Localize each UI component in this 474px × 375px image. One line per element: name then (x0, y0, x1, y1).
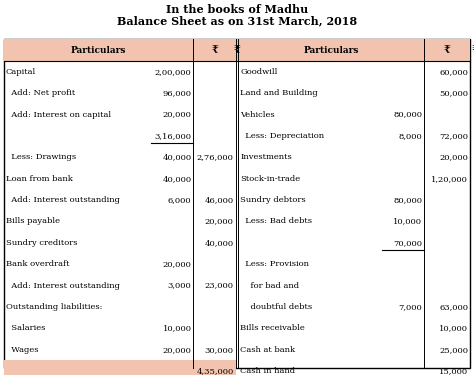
Text: Outstanding liabilities:: Outstanding liabilities: (6, 303, 102, 311)
Text: Add: Net profit: Add: Net profit (6, 89, 75, 97)
Text: 20,000: 20,000 (205, 217, 234, 225)
Text: Add: Interest outstanding: Add: Interest outstanding (6, 282, 120, 290)
Text: ₹: ₹ (234, 46, 240, 55)
Text: 7,000: 7,000 (399, 303, 422, 311)
Text: Less: Depreciation: Less: Depreciation (240, 132, 324, 140)
Text: Less: Drawings: Less: Drawings (6, 153, 76, 161)
Text: 20,000: 20,000 (163, 111, 191, 118)
Text: Goodwill: Goodwill (240, 68, 278, 76)
Text: Cash at bank: Cash at bank (240, 346, 295, 354)
Text: doubtful debts: doubtful debts (240, 303, 312, 311)
Text: Balance Sheet as on 31st March, 2018: Balance Sheet as on 31st March, 2018 (117, 15, 357, 26)
Text: Add: Interest on capital: Add: Interest on capital (6, 111, 111, 118)
Text: Particulars: Particulars (71, 46, 127, 55)
Text: 50,000: 50,000 (439, 89, 468, 97)
Bar (4, 39, 470, 61)
Text: 40,000: 40,000 (205, 239, 234, 247)
Text: 80,000: 80,000 (393, 111, 422, 118)
Text: 25,000: 25,000 (439, 346, 468, 354)
Text: Add: Interest outstanding: Add: Interest outstanding (6, 196, 120, 204)
Text: 6,000: 6,000 (168, 196, 191, 204)
Text: ₹: ₹ (211, 46, 218, 55)
Text: Bank overdraft: Bank overdraft (6, 260, 69, 268)
Text: 46,000: 46,000 (205, 196, 234, 204)
Text: ₹: ₹ (471, 46, 474, 55)
Text: 40,000: 40,000 (163, 153, 191, 161)
Text: Sundry creditors: Sundry creditors (6, 239, 77, 247)
Text: 20,000: 20,000 (439, 153, 468, 161)
Text: 40,000: 40,000 (163, 175, 191, 183)
Text: In the books of Madhu: In the books of Madhu (166, 4, 308, 15)
Text: 3,000: 3,000 (168, 282, 191, 290)
Text: 2,76,000: 2,76,000 (197, 153, 234, 161)
Bar (4, 39, 470, 368)
Text: 20,000: 20,000 (163, 346, 191, 354)
Text: 63,000: 63,000 (439, 303, 468, 311)
Text: 10,000: 10,000 (393, 217, 422, 225)
Text: Bills payable: Bills payable (6, 217, 60, 225)
Text: Less: Bad debts: Less: Bad debts (240, 217, 312, 225)
Text: 70,000: 70,000 (393, 239, 422, 247)
Text: 10,000: 10,000 (439, 324, 468, 332)
Text: Loan from bank: Loan from bank (6, 175, 73, 183)
Text: 96,000: 96,000 (163, 89, 191, 97)
Text: 30,000: 30,000 (205, 346, 234, 354)
Text: for bad and: for bad and (240, 282, 300, 290)
Text: 72,000: 72,000 (439, 132, 468, 140)
Text: 10,000: 10,000 (163, 324, 191, 332)
Text: Cash in hand: Cash in hand (240, 367, 295, 375)
Text: Investments: Investments (240, 153, 292, 161)
Text: Vehicles: Vehicles (240, 111, 275, 118)
Text: Bills receivable: Bills receivable (240, 324, 305, 332)
Text: 20,000: 20,000 (163, 260, 191, 268)
Text: Particulars: Particulars (304, 46, 359, 55)
Text: 60,000: 60,000 (439, 68, 468, 76)
Text: 23,000: 23,000 (205, 282, 234, 290)
Text: ₹: ₹ (444, 46, 450, 55)
Text: 80,000: 80,000 (393, 196, 422, 204)
Text: 15,000: 15,000 (439, 367, 468, 375)
Text: 4,35,000: 4,35,000 (196, 367, 234, 375)
Text: Sundry debtors: Sundry debtors (240, 196, 306, 204)
Text: Less: Provision: Less: Provision (240, 260, 310, 268)
Text: 3,16,000: 3,16,000 (155, 132, 191, 140)
Text: Salaries: Salaries (6, 324, 46, 332)
Text: Land and Building: Land and Building (240, 89, 318, 97)
Bar (4, 360, 236, 375)
Text: 2,00,000: 2,00,000 (155, 68, 191, 76)
Text: Capital: Capital (6, 68, 36, 76)
Text: 1,20,000: 1,20,000 (431, 175, 468, 183)
Text: 8,000: 8,000 (399, 132, 422, 140)
Text: Wages: Wages (6, 346, 38, 354)
Text: Stock-in-trade: Stock-in-trade (240, 175, 301, 183)
